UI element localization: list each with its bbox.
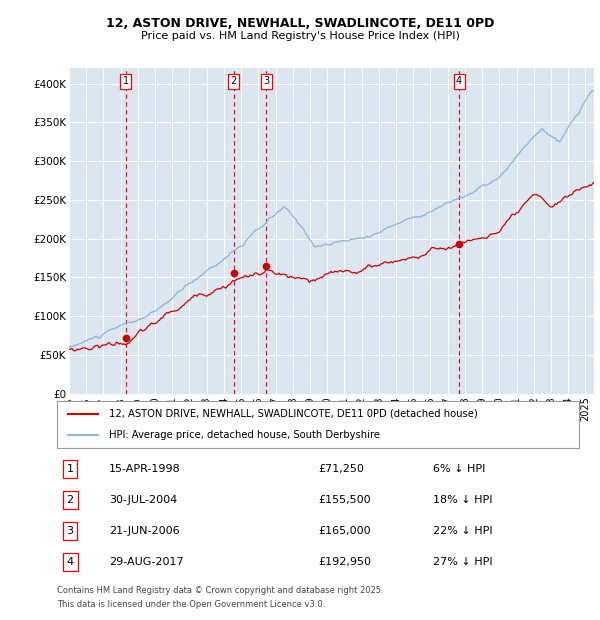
Text: 4: 4 xyxy=(456,76,462,86)
Text: HPI: Average price, detached house, South Derbyshire: HPI: Average price, detached house, Sout… xyxy=(109,430,380,440)
Text: 12, ASTON DRIVE, NEWHALL, SWADLINCOTE, DE11 0PD (detached house): 12, ASTON DRIVE, NEWHALL, SWADLINCOTE, D… xyxy=(109,409,478,419)
Text: 2: 2 xyxy=(231,76,237,86)
Text: 4: 4 xyxy=(67,557,74,567)
Text: 30-JUL-2004: 30-JUL-2004 xyxy=(109,495,178,505)
Text: 3: 3 xyxy=(67,526,74,536)
Text: 2: 2 xyxy=(67,495,74,505)
FancyBboxPatch shape xyxy=(57,401,579,448)
Text: Price paid vs. HM Land Registry's House Price Index (HPI): Price paid vs. HM Land Registry's House … xyxy=(140,31,460,41)
Text: This data is licensed under the Open Government Licence v3.0.: This data is licensed under the Open Gov… xyxy=(57,600,325,609)
Text: 27% ↓ HPI: 27% ↓ HPI xyxy=(433,557,493,567)
Text: 18% ↓ HPI: 18% ↓ HPI xyxy=(433,495,493,505)
Text: £155,500: £155,500 xyxy=(318,495,371,505)
Text: 6% ↓ HPI: 6% ↓ HPI xyxy=(433,464,485,474)
Text: Contains HM Land Registry data © Crown copyright and database right 2025.: Contains HM Land Registry data © Crown c… xyxy=(57,586,383,595)
Text: 15-APR-1998: 15-APR-1998 xyxy=(109,464,181,474)
Text: 1: 1 xyxy=(67,464,74,474)
Text: £165,000: £165,000 xyxy=(318,526,371,536)
Text: £71,250: £71,250 xyxy=(318,464,364,474)
Text: 1: 1 xyxy=(122,76,128,86)
Text: 21-JUN-2006: 21-JUN-2006 xyxy=(109,526,180,536)
Text: 29-AUG-2017: 29-AUG-2017 xyxy=(109,557,184,567)
Text: £192,950: £192,950 xyxy=(318,557,371,567)
Text: 3: 3 xyxy=(263,76,269,86)
Text: 22% ↓ HPI: 22% ↓ HPI xyxy=(433,526,493,536)
Text: 12, ASTON DRIVE, NEWHALL, SWADLINCOTE, DE11 0PD: 12, ASTON DRIVE, NEWHALL, SWADLINCOTE, D… xyxy=(106,17,494,30)
